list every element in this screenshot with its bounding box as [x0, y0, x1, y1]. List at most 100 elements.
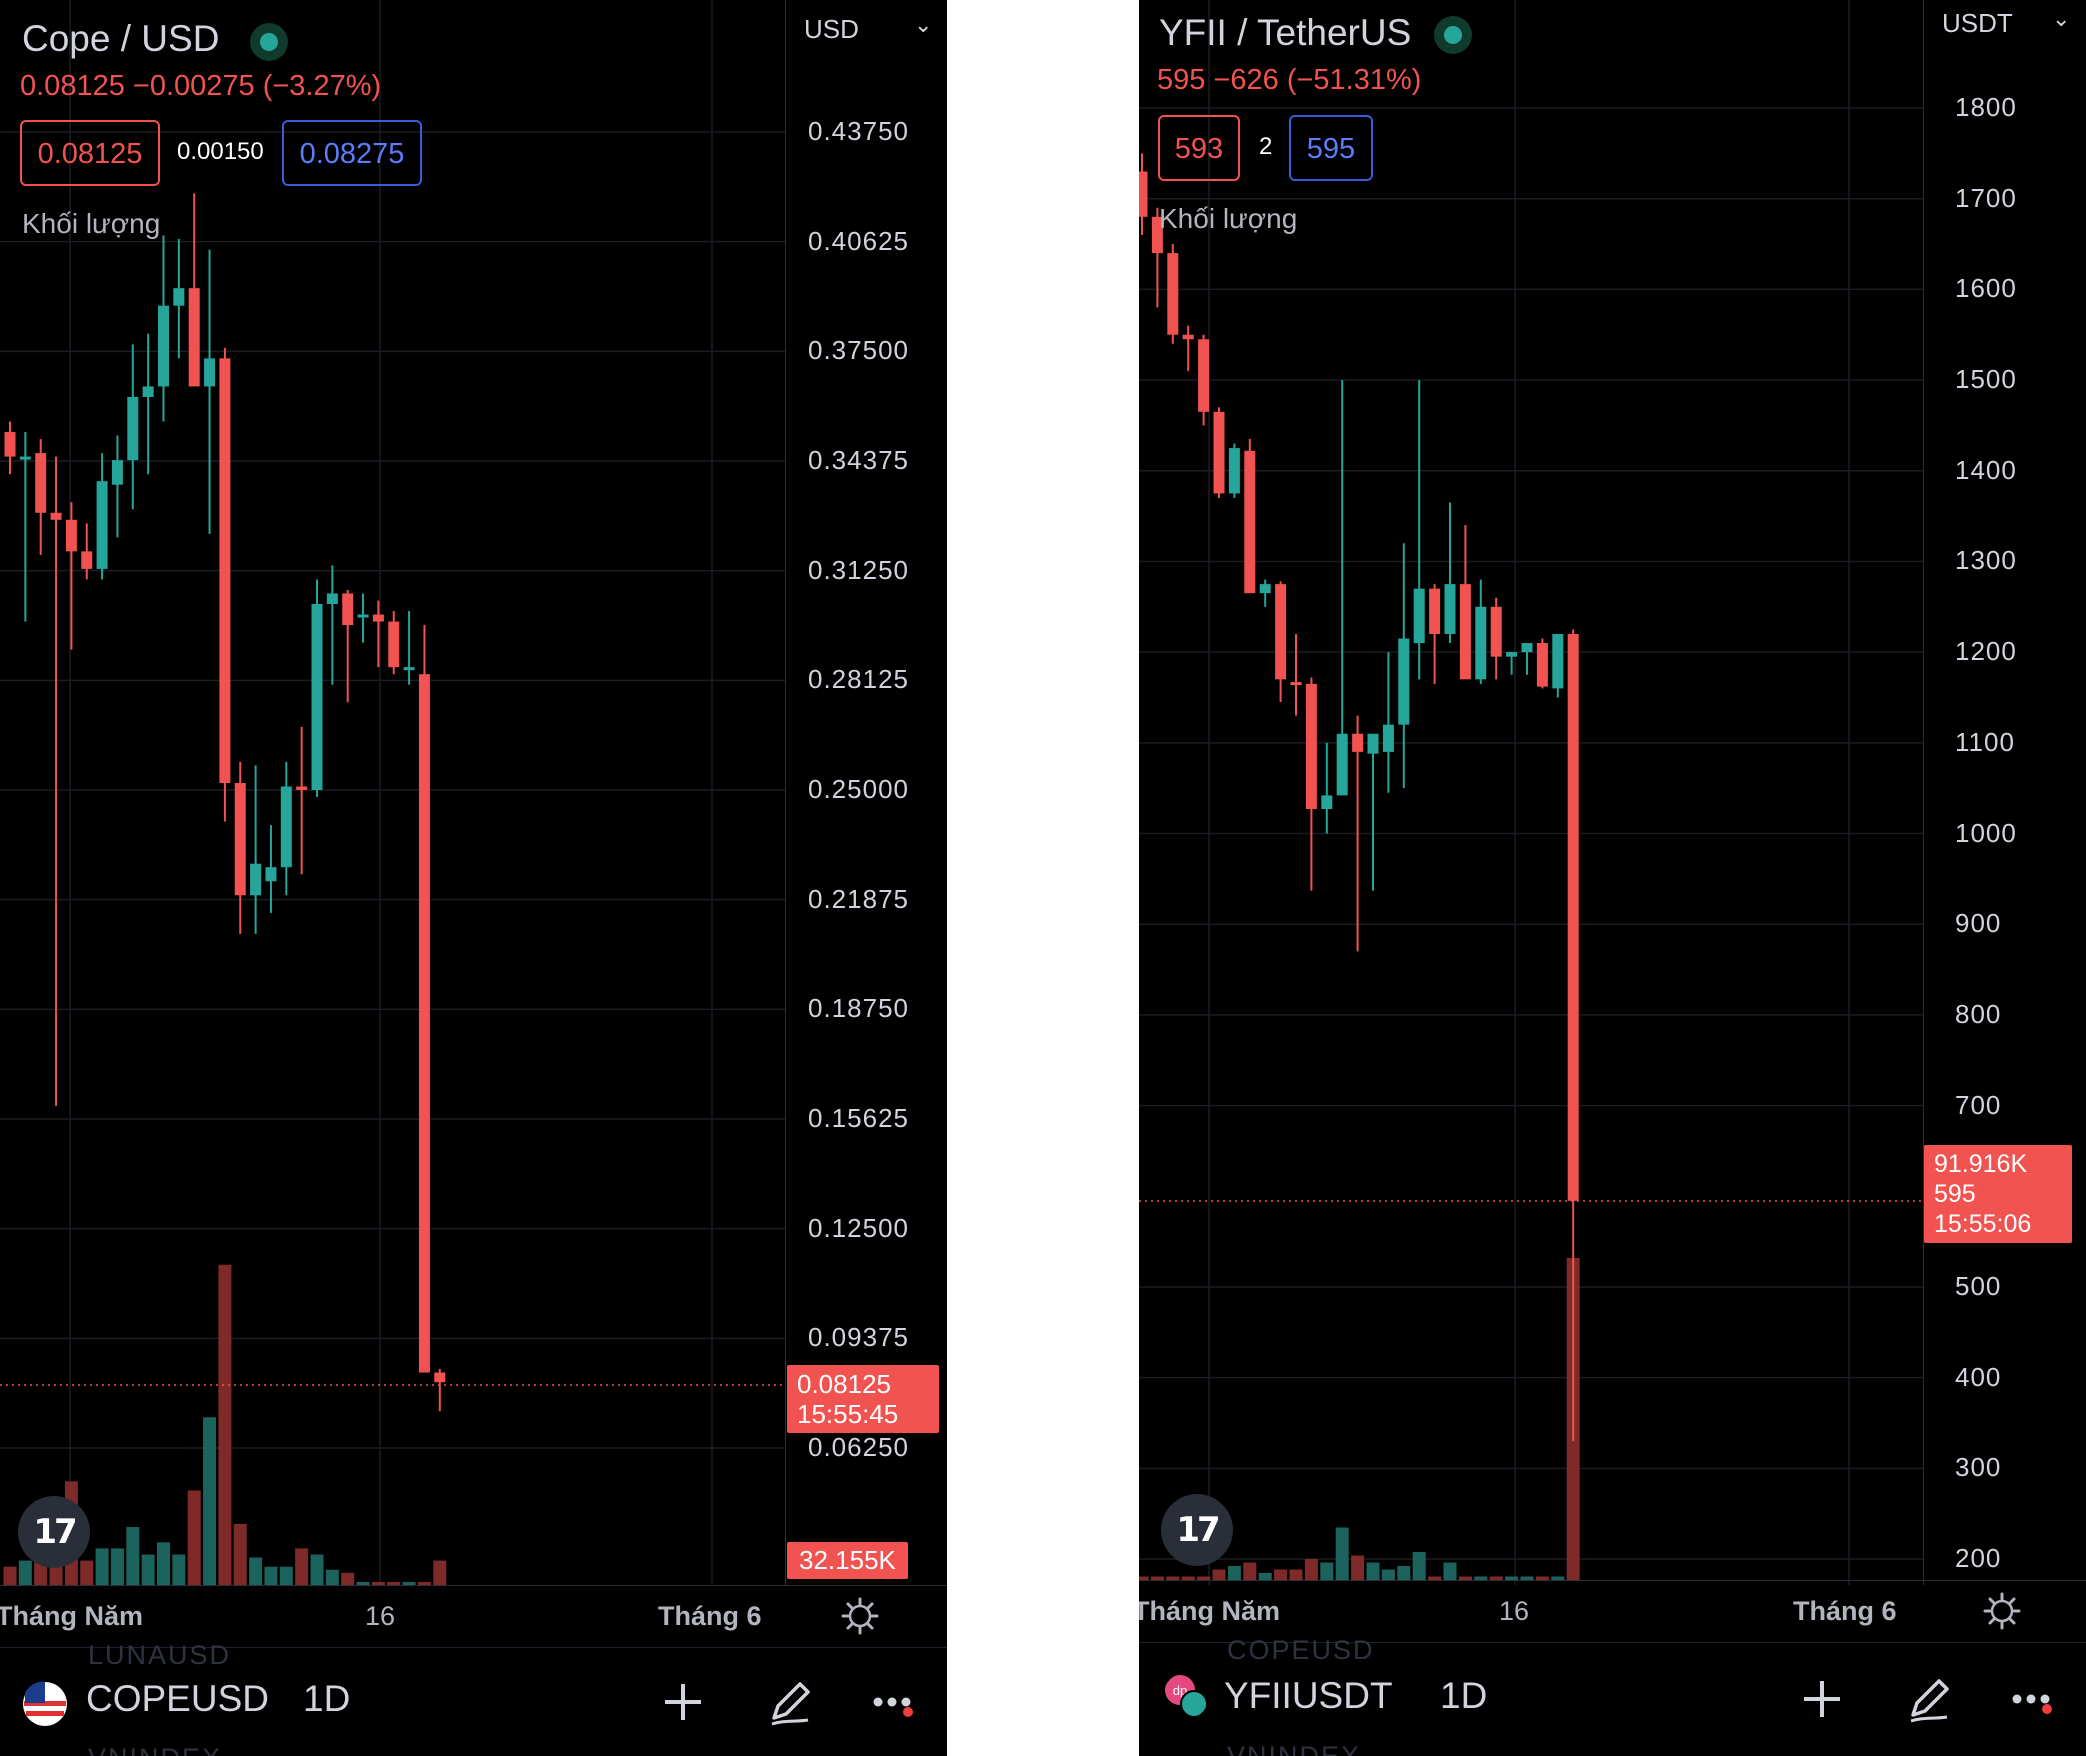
candle-body: [1367, 733, 1379, 754]
y-tick-label: 0.31250: [808, 554, 909, 585]
candle-body: [403, 667, 415, 671]
candle-body: [357, 614, 369, 618]
candle-body: [65, 519, 77, 552]
volume-bar: [1412, 1552, 1426, 1580]
interval-button[interactable]: 1D: [303, 1678, 351, 1719]
currency-unit[interactable]: USDT: [1942, 8, 2013, 38]
volume-bar: [1320, 1562, 1334, 1580]
yfii-price-plot[interactable]: [1139, 0, 1924, 1585]
y-tick-label: 1800: [1955, 92, 2017, 122]
last-price: 0.08125: [797, 1369, 891, 1399]
volume-bar: [1243, 1562, 1257, 1580]
buy-button[interactable]: 0.08275: [282, 120, 422, 186]
time-axis[interactable]: Tháng Năm 16 Tháng 6: [1139, 1580, 2086, 1643]
y-tick-label: 500: [1955, 1270, 2002, 1301]
volume-bar: [233, 1524, 247, 1585]
volume-indicator-label[interactable]: Khối lượng: [1159, 203, 1298, 234]
volume-bar: [1381, 1569, 1395, 1580]
pencil-icon[interactable]: [762, 1674, 818, 1730]
y-tick-label: 0.40625: [808, 225, 909, 256]
candle-body: [111, 460, 123, 485]
candle-body: [1429, 588, 1441, 634]
interval-button[interactable]: 1D: [1440, 1675, 1488, 1716]
candle-body: [19, 456, 31, 460]
candle-body: [1321, 795, 1333, 810]
candle-body: [1413, 588, 1425, 644]
tradingview-logo-icon[interactable]: 17: [1161, 1494, 1233, 1566]
buy-button[interactable]: 595: [1289, 115, 1373, 181]
last-price-tag: 0.08125 15:55:45: [787, 1365, 939, 1433]
tradingview-logo-icon[interactable]: 17: [18, 1496, 90, 1568]
volume-indicator-label[interactable]: Khối lượng: [22, 208, 161, 239]
y-tick-label: 0.06250: [808, 1432, 909, 1462]
candle-body: [388, 621, 400, 668]
candle-body: [1290, 682, 1302, 686]
plus-icon[interactable]: [655, 1674, 711, 1730]
y-tick-label: 900: [1955, 908, 2002, 939]
volume-bar: [1366, 1562, 1380, 1580]
symbol-name[interactable]: YFIIUSDT: [1224, 1675, 1393, 1716]
more-icon[interactable]: [868, 1674, 924, 1730]
candle-body: [418, 674, 430, 1373]
gear-icon[interactable]: [1982, 1591, 2022, 1631]
y-tick-label: 400: [1955, 1361, 2002, 1392]
candle-body: [1521, 643, 1533, 653]
volume-bar: [1166, 1576, 1180, 1580]
symbol-title[interactable]: Cope / USD: [22, 18, 220, 59]
volume-bar: [1227, 1566, 1241, 1580]
volume-bar: [1258, 1573, 1272, 1580]
y-tick-label: 1300: [1955, 545, 2017, 576]
chevron-down-icon[interactable]: ⌄: [914, 12, 933, 37]
volume-bar: [1335, 1527, 1349, 1580]
volume-bar: [310, 1554, 324, 1585]
y-tick-label: 1400: [1955, 454, 2017, 485]
price-axis[interactable]: USDT ⌄: [1923, 0, 2086, 1585]
y-tick-label: 200: [1955, 1543, 2002, 1573]
x-label-june: Tháng 6: [658, 1601, 762, 1631]
y-tick-label: 800: [1955, 998, 2002, 1029]
pencil-icon[interactable]: [1901, 1671, 1957, 1727]
candle-body: [1567, 633, 1579, 1201]
candle-body: [50, 512, 62, 520]
spread-value: 0.00150: [177, 138, 264, 165]
candle-body: [158, 305, 169, 387]
volume-bar: [249, 1557, 263, 1585]
bar-countdown: 15:55:45: [797, 1399, 899, 1429]
candle-body: [173, 288, 185, 306]
symbol-title[interactable]: YFII / TetherUS: [1159, 12, 1412, 53]
volume-bar: [417, 1581, 431, 1585]
sell-button[interactable]: 593: [1158, 115, 1240, 181]
yfii-chart-panel: YFII / TetherUS 595 −626 (−51.31%) 593 2…: [1139, 0, 2086, 1756]
bottom-toolbar: LUNAUSD VNINDEX COPEUSD 1D: [0, 1640, 947, 1756]
chevron-down-icon[interactable]: ⌄: [2052, 6, 2071, 31]
candle-body: [326, 593, 338, 605]
more-icon[interactable]: [2007, 1671, 2063, 1727]
candle-body: [1459, 584, 1471, 680]
cope-chart-panel: Cope / USD 0.08125 −0.00275 (−3.27%) 0.0…: [0, 0, 947, 1756]
candle-body: [1167, 253, 1179, 335]
volume-bar: [1458, 1576, 1472, 1580]
volume-bar: [1351, 1555, 1365, 1580]
y-tick-label: 1500: [1955, 364, 2017, 395]
symbol-name[interactable]: COPEUSD: [86, 1678, 269, 1719]
volume-bar: [3, 1566, 17, 1585]
volume-bar: [1289, 1569, 1303, 1580]
candle-body: [127, 396, 139, 461]
sell-button[interactable]: 0.08125: [20, 120, 160, 186]
candle-body: [188, 288, 200, 387]
volume-bar: [18, 1560, 32, 1585]
y-tick-label: 0.18750: [808, 993, 909, 1024]
candle-body: [1352, 733, 1364, 752]
gear-icon[interactable]: [840, 1596, 880, 1636]
price-axis[interactable]: USD ⌄: [785, 0, 947, 1585]
last-price: 595: [1934, 1180, 1976, 1208]
plus-icon[interactable]: [1794, 1671, 1850, 1727]
currency-unit[interactable]: USD: [804, 14, 859, 44]
candle-body: [1139, 171, 1148, 217]
price-change: 0.08125 −0.00275 (−3.27%): [20, 70, 382, 102]
candle-body: [1182, 334, 1194, 340]
volume-bar: [371, 1581, 385, 1585]
candle-body: [372, 614, 384, 622]
candle-body: [1305, 683, 1317, 810]
time-axis[interactable]: Tháng Năm 16 Tháng 6: [0, 1585, 947, 1648]
